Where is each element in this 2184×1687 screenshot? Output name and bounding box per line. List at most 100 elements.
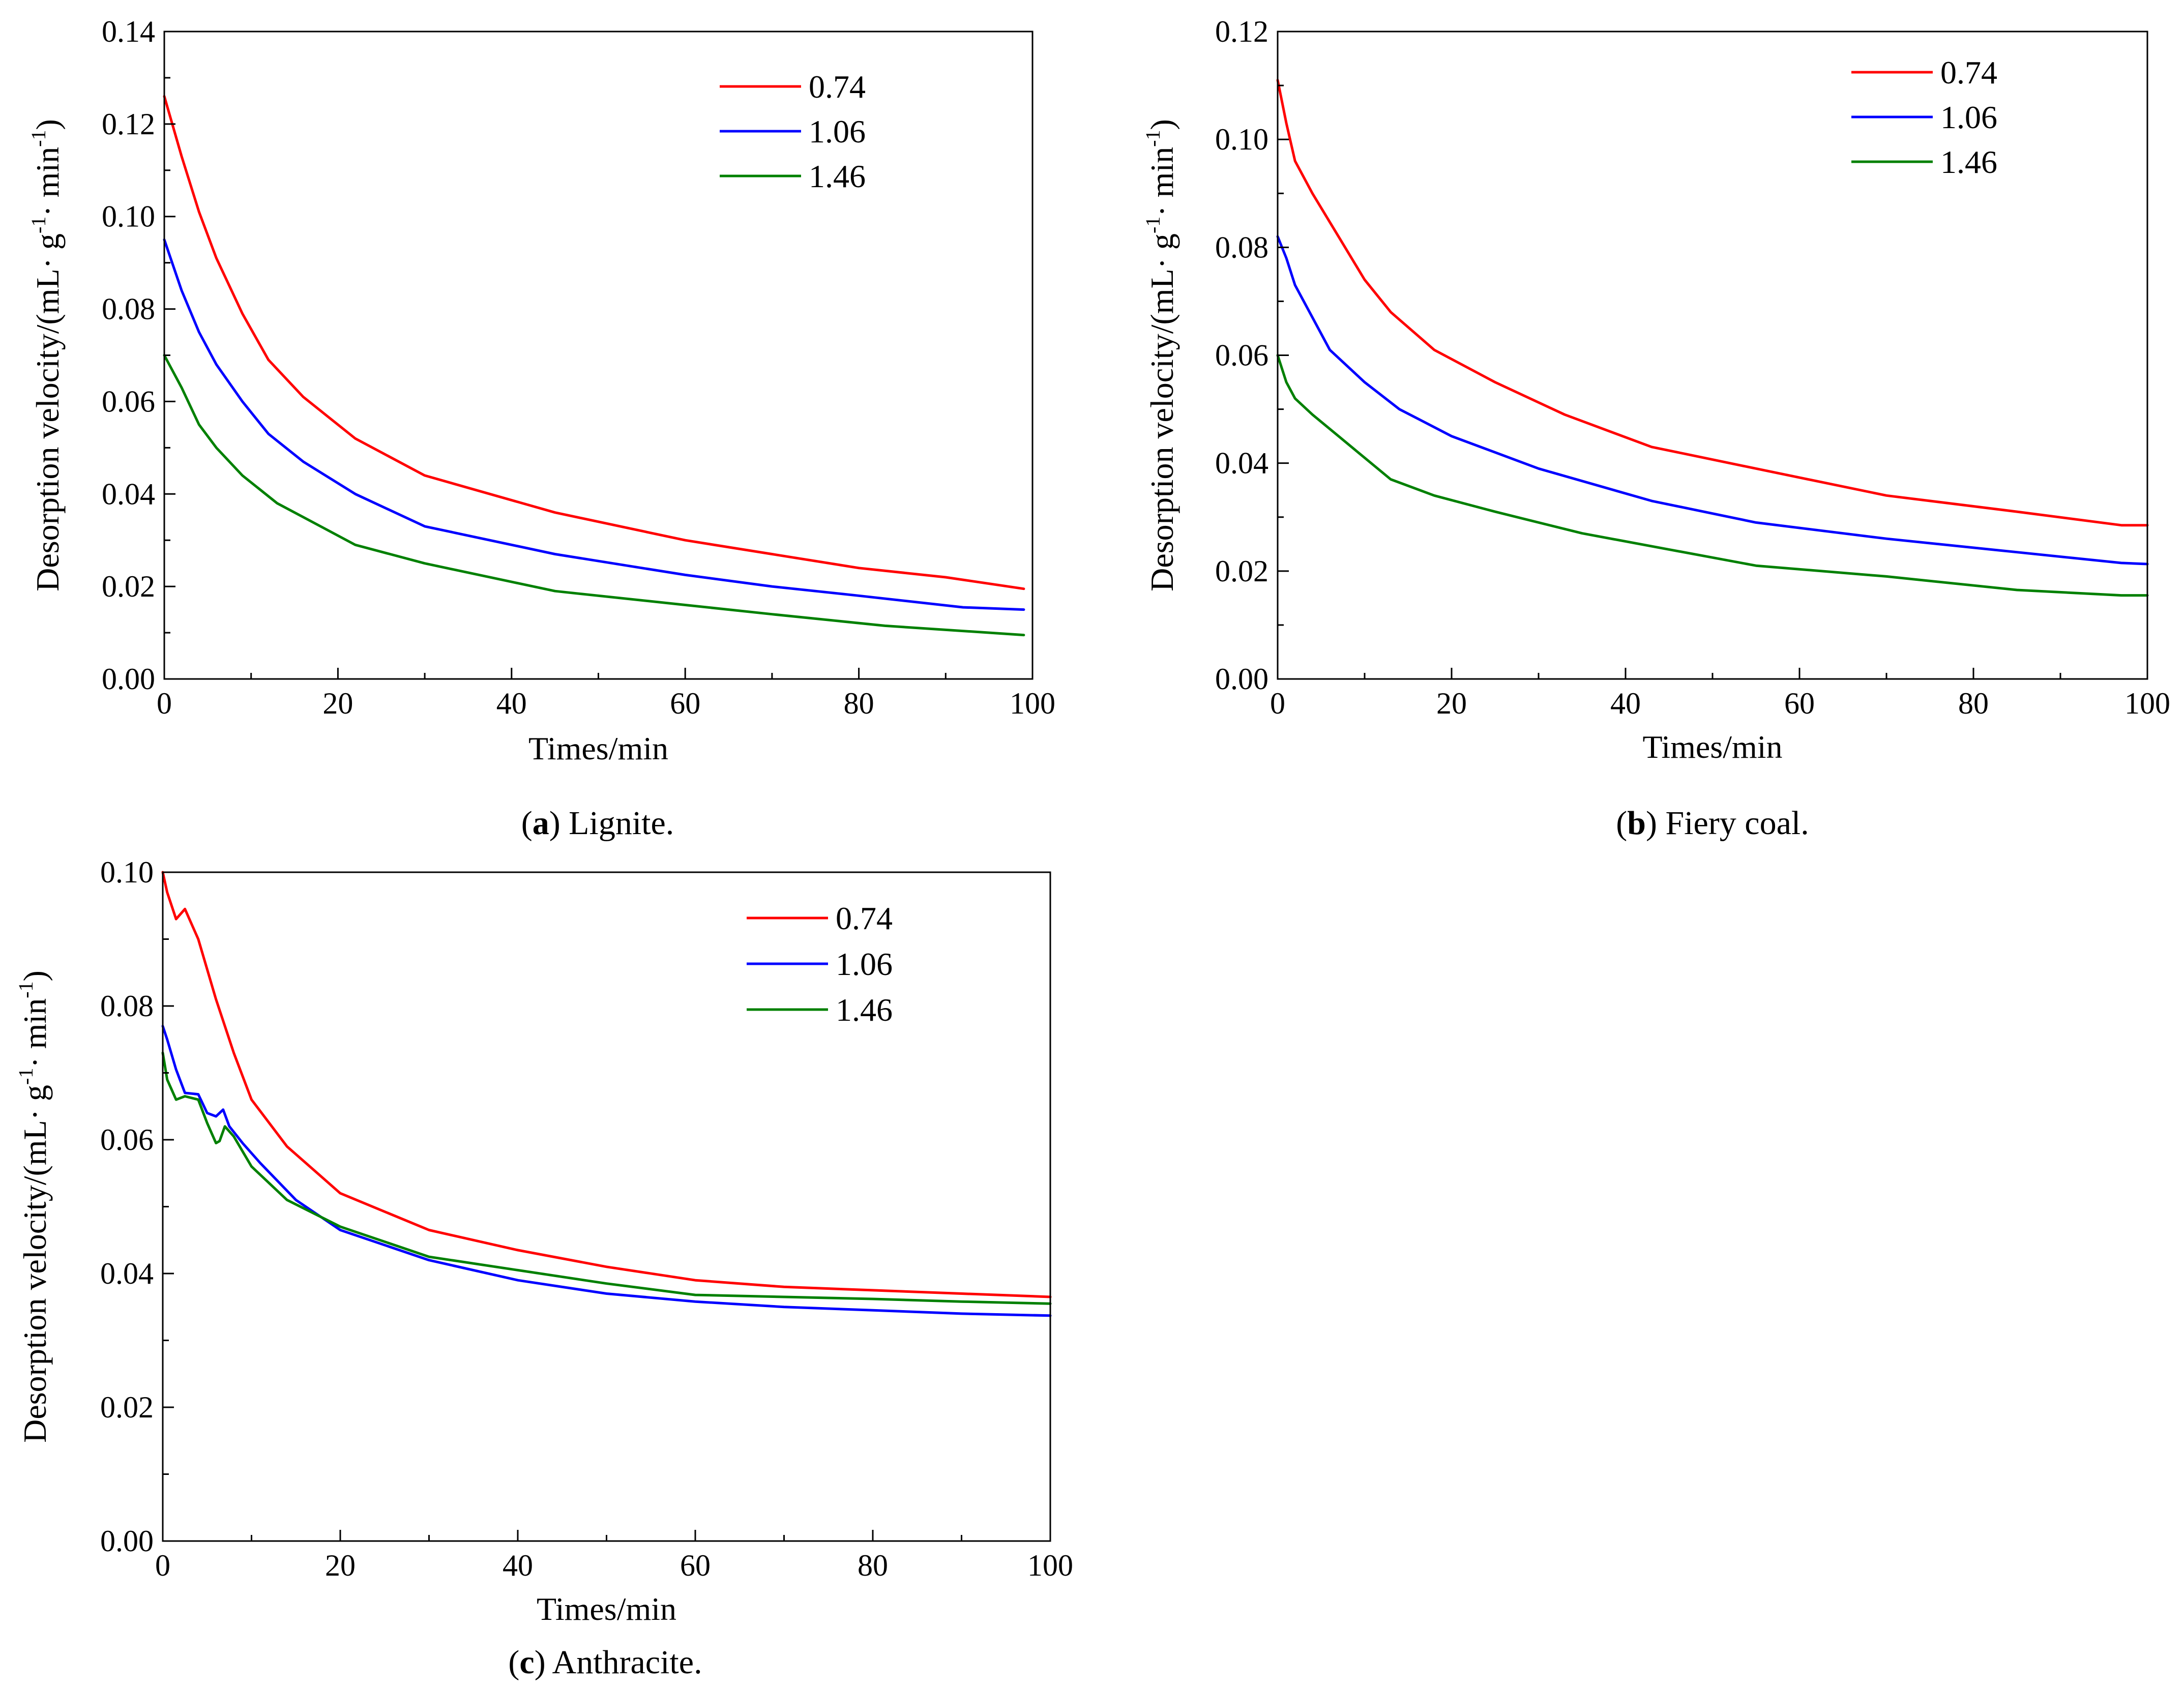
series-line-0.74 — [163, 95, 1025, 590]
series-line-0.74 — [161, 871, 1052, 1298]
caption-text: Anthracite. — [546, 1644, 702, 1681]
y-tick-label: 0.02 — [102, 570, 155, 603]
caption-text: Lignite. — [560, 805, 674, 842]
plot-frame — [162, 871, 1051, 1542]
series-line-1.06 — [1276, 235, 2149, 566]
x-tick-label: 100 — [1027, 1549, 1073, 1582]
y-tick-label: 0.04 — [100, 1257, 154, 1290]
y-tick-label: 0.00 — [100, 1524, 154, 1558]
panel-caption: (a) Lignite. — [521, 805, 674, 842]
y-tick-label: 0.00 — [102, 662, 155, 696]
legend-label: 1.46 — [809, 158, 866, 194]
chart-panel-b: 0 20 40 60 80 100 0.00 0.02 0.04 0.06 0.08 0.10 0.12… — [1141, 15, 2170, 842]
y-tick-label: 0.12 — [102, 107, 155, 141]
y-axis-title-main: Desorption velocity/(mL· g — [17, 1085, 53, 1443]
legend-label: 0.74 — [1940, 54, 1997, 91]
y-axis-title-end: ) — [1144, 119, 1180, 130]
y-axis-title-mid: · min — [1144, 147, 1180, 217]
y-tick-label: 0.02 — [100, 1390, 154, 1424]
legend-label: 1.06 — [836, 946, 893, 982]
x-tick-label: 60 — [670, 687, 700, 720]
y-axis-title-end: ) — [17, 970, 53, 981]
y-tick-label: 0.10 — [100, 855, 154, 889]
legend-label: 0.74 — [809, 69, 866, 105]
y-axis-title-sup: -1 — [1141, 130, 1164, 146]
x-tick-label: 80 — [1958, 687, 1989, 720]
y-axis-title-sup: -1 — [27, 217, 50, 233]
y-axis-title-sup: -1 — [14, 981, 37, 998]
caption-close-paren: ) — [535, 1644, 546, 1681]
y-tick-label: 0.10 — [1215, 123, 1268, 156]
chart-panel-a: 0 20 40 60 80 100 0.00 0.02 0.04 0.06 0.08 0.10 0.12… — [27, 15, 1055, 842]
y-tick-label: 0.04 — [1215, 447, 1268, 480]
y-axis-title-sup: -1 — [14, 1068, 37, 1085]
y-axis-title-mid: · min — [17, 998, 53, 1068]
series-line-1.06 — [161, 1025, 1052, 1317]
legend-label: 0.74 — [836, 900, 893, 936]
y-tick-label: 0.00 — [1215, 662, 1268, 696]
y-tick-label: 0.04 — [102, 477, 155, 511]
legend: 0.74 1.06 1.46 — [747, 900, 893, 1028]
x-axis-title: Times/min — [537, 1591, 676, 1627]
y-axis-title-sup: -1 — [27, 130, 50, 146]
y-axis-title: Desorption velocity/(mL· g-1· min-1) — [1141, 119, 1180, 591]
x-tick-label: 80 — [858, 1549, 888, 1582]
y-tick-label: 0.06 — [102, 384, 155, 418]
y-tick-label: 0.08 — [1215, 230, 1268, 264]
x-tick-label: 40 — [496, 687, 527, 720]
x-tick-label: 0 — [157, 687, 172, 720]
caption-letter: a — [533, 805, 549, 842]
x-tick-label: 0 — [1270, 687, 1285, 720]
y-tick-label: 0.06 — [1215, 339, 1268, 372]
caption-close-paren: ) — [549, 805, 560, 842]
y-tick-label: 0.08 — [100, 989, 154, 1023]
legend-label: 1.06 — [1940, 99, 1997, 135]
caption-open-paren: ( — [1616, 805, 1627, 842]
series-line-1.46 — [161, 1051, 1052, 1305]
caption-close-paren: ) — [1646, 805, 1657, 842]
legend: 0.74 1.06 1.46 — [720, 69, 866, 194]
caption-letter: b — [1627, 805, 1646, 842]
x-tick-label: 60 — [1784, 687, 1815, 720]
x-axis-title: Times/min — [528, 730, 668, 766]
x-axis-title: Times/min — [1642, 729, 1782, 765]
y-tick-label: 0.14 — [102, 15, 155, 48]
y-axis-title-mid: · min — [29, 147, 66, 217]
y-tick-label: 0.08 — [102, 292, 155, 326]
y-axis-title: Desorption velocity/(mL· g-1· min-1) — [27, 119, 66, 591]
series-line-1.46 — [163, 354, 1025, 637]
x-tick-label: 100 — [2124, 687, 2170, 720]
panel-caption: (b) Fiery coal. — [1616, 805, 1809, 842]
legend: 0.74 1.06 1.46 — [1851, 54, 1997, 180]
legend-label: 1.46 — [836, 992, 893, 1028]
x-tick-label: 60 — [680, 1549, 711, 1582]
series-line-1.46 — [1276, 354, 2149, 597]
legend-label: 1.06 — [809, 113, 866, 150]
x-tick-label: 20 — [325, 1549, 356, 1582]
y-axis-title-end: ) — [29, 119, 66, 130]
y-tick-label: 0.06 — [100, 1123, 154, 1157]
plot-frame — [1277, 31, 2148, 680]
series-line-0.74 — [1276, 79, 2149, 527]
caption-open-paren: ( — [508, 1644, 519, 1681]
legend-label: 1.46 — [1940, 144, 1997, 180]
chart-panel-c: 0 20 40 60 80 100 0.00 0.02 0.04 0.06 0.08 0.10 Time… — [14, 855, 1073, 1681]
plot-frame — [163, 31, 1034, 680]
y-axis-title-main: Desorption velocity/(mL· g — [29, 233, 66, 591]
x-tick-label: 0 — [155, 1549, 170, 1582]
x-tick-label: 40 — [1610, 687, 1641, 720]
x-tick-label: 20 — [1436, 687, 1467, 720]
y-axis-title: Desorption velocity/(mL· g-1· min-1) — [14, 970, 53, 1443]
caption-text: Fiery coal. — [1657, 805, 1809, 842]
x-tick-label: 80 — [844, 687, 874, 720]
y-tick-label: 0.12 — [1215, 15, 1268, 48]
x-tick-label: 100 — [1010, 687, 1055, 720]
y-tick-label: 0.10 — [102, 200, 155, 233]
x-tick-label: 20 — [322, 687, 353, 720]
y-axis-title-main: Desorption velocity/(mL· g — [1144, 233, 1180, 591]
caption-open-paren: ( — [521, 805, 533, 842]
y-tick-label: 0.02 — [1215, 554, 1268, 588]
panel-caption: (c) Anthracite. — [508, 1644, 702, 1681]
y-axis-title-sup: -1 — [1141, 217, 1164, 233]
